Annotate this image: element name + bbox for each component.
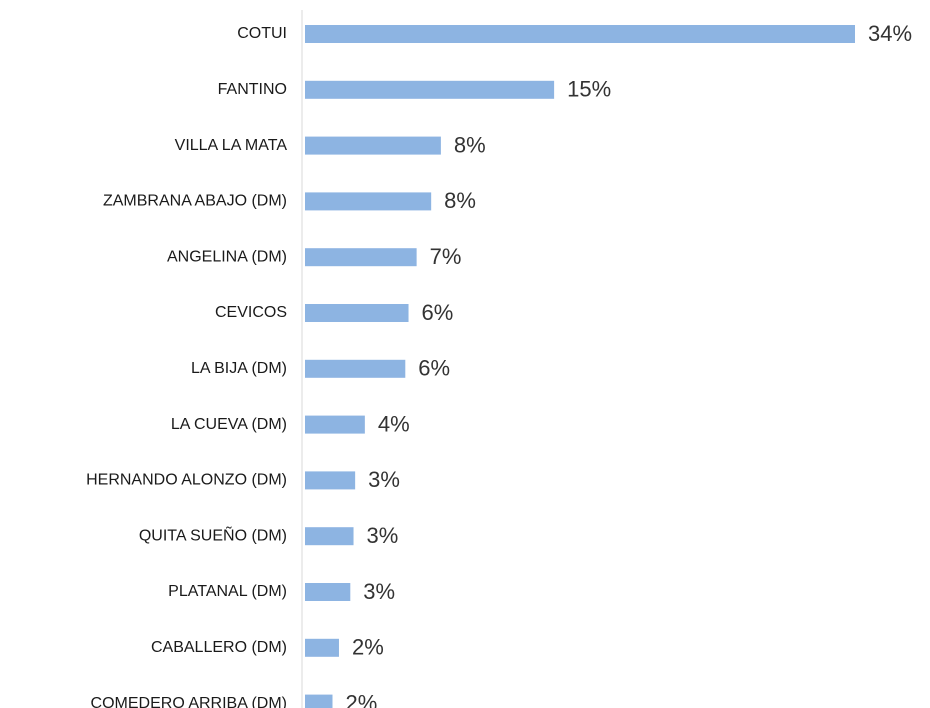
category-label: LA CUEVA (DM) <box>171 416 287 433</box>
value-label: 34% <box>868 21 912 46</box>
value-label: 3% <box>363 579 395 604</box>
category-label: COTUI <box>237 25 287 42</box>
category-label: LA BIJA (DM) <box>191 360 287 377</box>
value-label: 6% <box>422 300 454 325</box>
bar <box>305 192 432 211</box>
category-label: PLATANAL (DM) <box>168 583 287 600</box>
bar <box>305 527 354 546</box>
value-label: 3% <box>367 523 399 548</box>
bar <box>305 471 356 490</box>
bar <box>305 136 441 155</box>
value-label: 2% <box>352 635 384 660</box>
value-label: 2% <box>346 690 378 708</box>
bar <box>305 80 555 99</box>
bar <box>305 583 351 601</box>
value-label: 6% <box>418 356 450 381</box>
value-label: 8% <box>454 132 486 157</box>
category-label: CEVICOS <box>215 304 287 321</box>
bar <box>305 638 339 657</box>
category-label: HERNANDO ALONZO (DM) <box>86 472 287 489</box>
value-label: 15% <box>567 77 611 102</box>
value-label: 4% <box>378 411 410 436</box>
category-label: FANTINO <box>218 81 287 98</box>
category-label: CABALLERO (DM) <box>151 639 287 656</box>
bar <box>305 359 406 378</box>
value-label: 3% <box>368 467 400 492</box>
value-label: 8% <box>444 188 476 213</box>
value-label: 7% <box>430 244 462 269</box>
bar <box>305 694 333 708</box>
bar <box>305 415 365 434</box>
category-label: ZAMBRANA ABAJO (DM) <box>103 193 287 210</box>
category-label: VILLA LA MATA <box>175 137 288 154</box>
bar <box>305 25 855 43</box>
bar <box>305 248 417 267</box>
category-label: QUITA SUEÑO (DM) <box>139 524 287 544</box>
category-label: ANGELINA (DM) <box>167 248 287 265</box>
bar <box>305 304 409 322</box>
category-label: COMEDERO ARRIBA (DM) <box>91 695 287 708</box>
